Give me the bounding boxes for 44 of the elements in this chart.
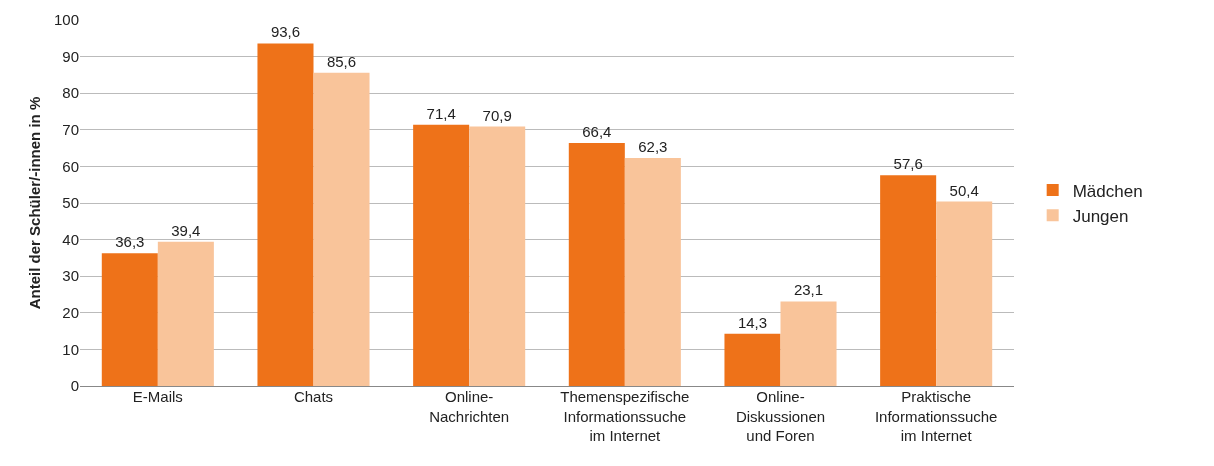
y-tick-label: 40 [62, 230, 79, 248]
bar [157, 241, 214, 386]
y-tick-label: 20 [62, 304, 79, 322]
text: 66,4 [582, 122, 612, 140]
y-tick-label: 10 [62, 340, 79, 358]
text: 14,3 [737, 313, 768, 331]
text: 70,9 [482, 106, 512, 124]
text: 23,1 [793, 281, 824, 299]
y-tick-label: 30 [62, 267, 79, 285]
y-tick-label: 80 [62, 84, 79, 102]
text: 57,6 [893, 155, 923, 173]
y-axis-title: Anteil der Schüler/-innen in % [26, 96, 43, 310]
text: 62,3 [638, 137, 668, 155]
bar [469, 126, 526, 386]
text: 93,6 [270, 23, 301, 41]
x-tick-label: Themenspezifische Informationssuche im Internet [560, 388, 690, 444]
bar [101, 253, 158, 386]
x-tick-label: E-Mails [132, 388, 183, 405]
x-tick-label: Online- Diskussionen und Foren [735, 388, 826, 444]
legend-label: Mädchen [1072, 181, 1143, 201]
text: 50,4 [949, 181, 979, 199]
bar [724, 333, 781, 386]
y-tick-label: 90 [62, 47, 79, 65]
x-tick-label: Chats [293, 388, 334, 405]
y-tick-label: 70 [62, 121, 79, 139]
y-tick-label: 100 [53, 11, 79, 29]
text: 36,3 [115, 233, 145, 251]
text: 85,6 [326, 52, 357, 70]
y-tick-label: 50 [62, 194, 79, 212]
bar [624, 157, 681, 386]
bar [568, 142, 625, 386]
bar [880, 175, 937, 386]
bar [257, 43, 314, 386]
x-tick-label: Online- Nachrichten [429, 388, 510, 425]
bar [780, 301, 837, 386]
text: 71,4 [426, 104, 456, 122]
y-tick-label: 0 [70, 377, 79, 395]
bar [413, 124, 470, 386]
bar [936, 201, 993, 386]
text: 39,4 [171, 221, 201, 239]
bar [313, 72, 370, 386]
y-tick-label: 60 [62, 157, 79, 175]
x-tick-label: Praktische Informationssuche im Internet [874, 388, 998, 444]
legend-label: Jungen [1072, 206, 1129, 226]
